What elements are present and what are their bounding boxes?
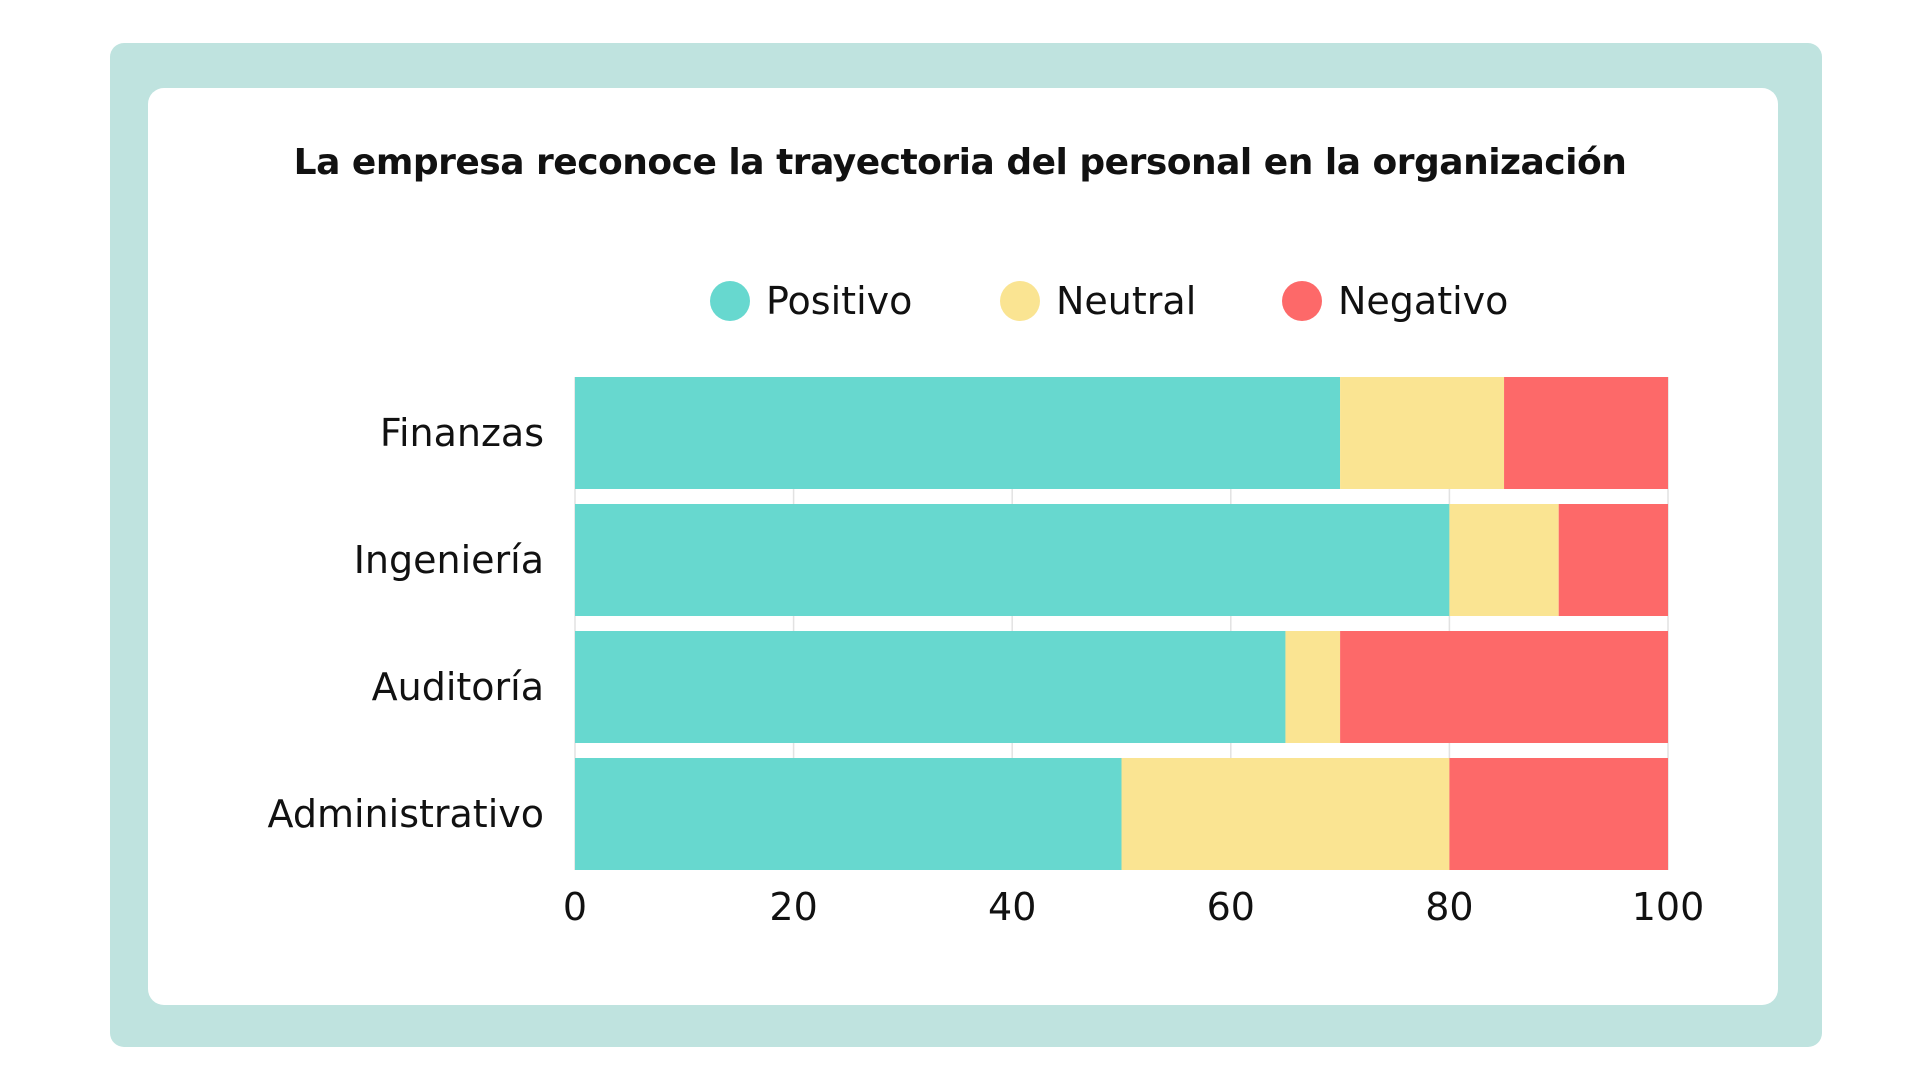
- x-tick-labels: 0 20 40 60 80 100: [563, 885, 1704, 929]
- bar-positivo-1: [575, 504, 1450, 616]
- category-label: Finanzas: [380, 411, 544, 455]
- legend-swatch-neutral: [1000, 281, 1040, 321]
- category-label: Auditoría: [372, 665, 544, 709]
- bar-neutral-2: [1285, 631, 1341, 743]
- x-tick-label: 100: [1632, 885, 1705, 929]
- category-label: Ingeniería: [354, 538, 544, 582]
- bar-neutral-0: [1340, 377, 1505, 489]
- chart-title: La empresa reconoce la trayectoria del p…: [293, 142, 1627, 183]
- bar-neutral-3: [1121, 758, 1450, 870]
- category-label: Administrativo: [268, 792, 544, 836]
- bar-negativo-1: [1558, 504, 1668, 616]
- legend-swatch-negativo: [1282, 281, 1322, 321]
- category-labels: Finanzas Ingeniería Auditoría Administrativ…: [268, 411, 544, 836]
- bar-positivo-0: [575, 377, 1341, 489]
- legend-label-negativo: Negativo: [1338, 279, 1508, 323]
- bar-positivo-2: [575, 631, 1286, 743]
- x-tick-label: 20: [769, 885, 817, 929]
- legend-swatch-positivo: [710, 281, 750, 321]
- legend-label-positivo: Positivo: [766, 279, 912, 323]
- legend: Positivo Neutral Negativo: [710, 279, 1508, 323]
- x-tick-label: 40: [988, 885, 1036, 929]
- bars: [575, 377, 1668, 870]
- bar-negativo-3: [1449, 758, 1668, 870]
- bar-neutral-1: [1449, 504, 1559, 616]
- bar-positivo-3: [575, 758, 1122, 870]
- x-tick-label: 80: [1425, 885, 1473, 929]
- x-tick-label: 0: [563, 885, 587, 929]
- bar-negativo-0: [1504, 377, 1668, 489]
- bar-negativo-2: [1340, 631, 1668, 743]
- legend-label-neutral: Neutral: [1056, 279, 1196, 323]
- x-tick-label: 60: [1207, 885, 1255, 929]
